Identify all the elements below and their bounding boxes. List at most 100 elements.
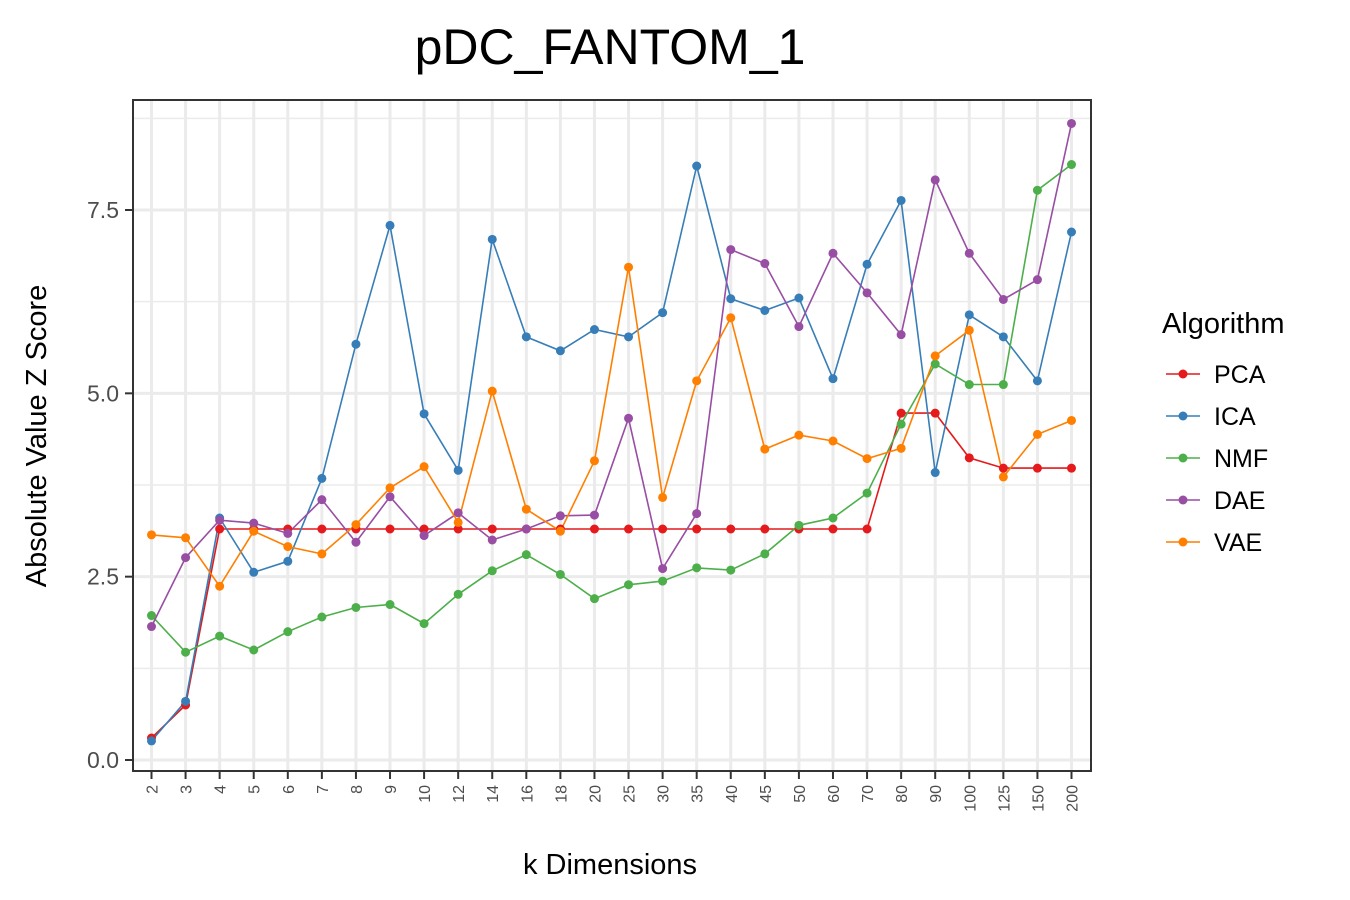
x-tick-label: 6 <box>281 785 298 794</box>
legend-label-nmf: NMF <box>1214 445 1268 473</box>
data-point-ica <box>828 374 838 384</box>
x-tick-label: 100 <box>962 785 979 812</box>
data-point-vae <box>555 526 565 536</box>
data-point-pca <box>624 524 634 534</box>
data-point-vae <box>385 483 395 493</box>
x-tick-label: 5 <box>247 785 264 794</box>
data-point-pca <box>692 524 702 534</box>
data-point-pca <box>964 453 974 463</box>
data-point-vae <box>181 533 191 543</box>
data-point-nmf <box>964 380 974 390</box>
x-tick-label: 8 <box>349 785 366 794</box>
x-tick-label: 3 <box>179 785 196 794</box>
data-point-vae <box>453 517 463 527</box>
data-point-vae <box>147 530 156 540</box>
data-point-vae <box>419 462 429 472</box>
data-point-ica <box>964 310 974 320</box>
data-point-nmf <box>181 647 191 657</box>
data-point-nmf <box>419 619 429 629</box>
x-tick-label: 60 <box>826 785 843 803</box>
data-point-pca <box>998 463 1008 473</box>
data-point-nmf <box>487 566 497 576</box>
data-point-pca <box>658 524 668 534</box>
data-point-pca <box>453 524 463 534</box>
x-tick-label: 80 <box>894 785 911 803</box>
data-point-nmf <box>283 627 293 637</box>
data-point-nmf <box>726 565 736 575</box>
data-point-dae <box>1067 118 1076 128</box>
legend-title: Algorithm <box>1162 308 1285 340</box>
data-point-pca <box>760 524 770 534</box>
data-point-nmf <box>385 600 395 610</box>
x-tick-label: 16 <box>519 785 536 803</box>
axes: 0.02.55.07.52 3 4 5 6 7 8 9 10 12 14 16 18 20 25 30 35 40… <box>87 197 1081 812</box>
data-point-vae <box>998 472 1008 482</box>
data-point-vae <box>930 351 940 361</box>
y-tick-label: 5.0 <box>87 380 119 406</box>
data-point-ica <box>760 305 770 315</box>
data-point-ica <box>624 332 634 342</box>
x-tick-label: 14 <box>485 785 502 803</box>
data-point-vae <box>896 443 906 453</box>
x-tick-label: 45 <box>758 785 775 803</box>
data-point-ica <box>351 339 361 349</box>
data-point-vae <box>249 526 259 536</box>
data-point-dae <box>726 245 736 255</box>
data-point-nmf <box>147 611 156 621</box>
data-point-ica <box>726 294 736 304</box>
data-point-vae <box>828 436 838 446</box>
data-point-dae <box>794 322 804 332</box>
data-point-vae <box>1032 429 1042 439</box>
data-point-ica <box>658 308 668 318</box>
data-point-vae <box>624 262 634 272</box>
data-point-dae <box>317 495 327 505</box>
series-points <box>147 118 1076 746</box>
x-tick-label: 150 <box>1030 785 1047 812</box>
series-lines <box>150 123 1073 742</box>
x-tick-label: 10 <box>417 785 434 803</box>
data-point-dae <box>215 515 225 525</box>
legend-label-vae: VAE <box>1214 529 1262 557</box>
data-point-pca <box>930 408 940 418</box>
x-tick-label: 18 <box>553 785 570 803</box>
x-tick-label: 200 <box>1065 785 1082 812</box>
data-point-nmf <box>1067 160 1076 170</box>
data-point-dae <box>385 492 395 502</box>
data-point-ica <box>794 293 804 303</box>
plot-panel-border <box>132 99 1092 772</box>
data-point-ica <box>930 468 940 478</box>
data-point-vae <box>964 325 974 335</box>
data-point-dae <box>964 248 974 258</box>
series-line-dae <box>150 123 1073 627</box>
data-point-dae <box>896 330 906 340</box>
data-point-nmf <box>658 576 668 586</box>
x-axis-title: k Dimensions <box>523 849 697 881</box>
legend-label-pca: PCA <box>1214 361 1266 389</box>
legend-marker-ica <box>1178 411 1188 421</box>
data-point-nmf <box>249 645 259 655</box>
data-point-dae <box>283 528 293 538</box>
data-point-dae <box>521 524 531 534</box>
data-point-nmf <box>896 419 906 429</box>
data-point-nmf <box>589 594 599 604</box>
data-point-pca <box>317 524 327 534</box>
y-axis-title: Absolute Value Z Score <box>21 285 53 588</box>
plot-panel-background <box>133 100 1091 771</box>
data-point-nmf <box>692 563 702 573</box>
data-point-dae <box>930 175 940 185</box>
data-point-nmf <box>317 612 327 622</box>
data-point-vae <box>351 520 361 530</box>
data-point-ica <box>419 409 429 419</box>
legend-marker-dae <box>1178 495 1188 505</box>
data-point-ica <box>1067 227 1076 237</box>
data-point-nmf <box>521 550 531 560</box>
y-tick-label: 7.5 <box>87 197 119 223</box>
x-tick-label: 4 <box>213 785 230 794</box>
data-point-nmf <box>215 631 225 641</box>
data-point-pca <box>419 524 429 534</box>
x-tick-label: 12 <box>451 785 468 803</box>
data-point-dae <box>862 288 872 298</box>
data-point-nmf <box>998 380 1008 390</box>
data-point-ica <box>317 473 327 483</box>
